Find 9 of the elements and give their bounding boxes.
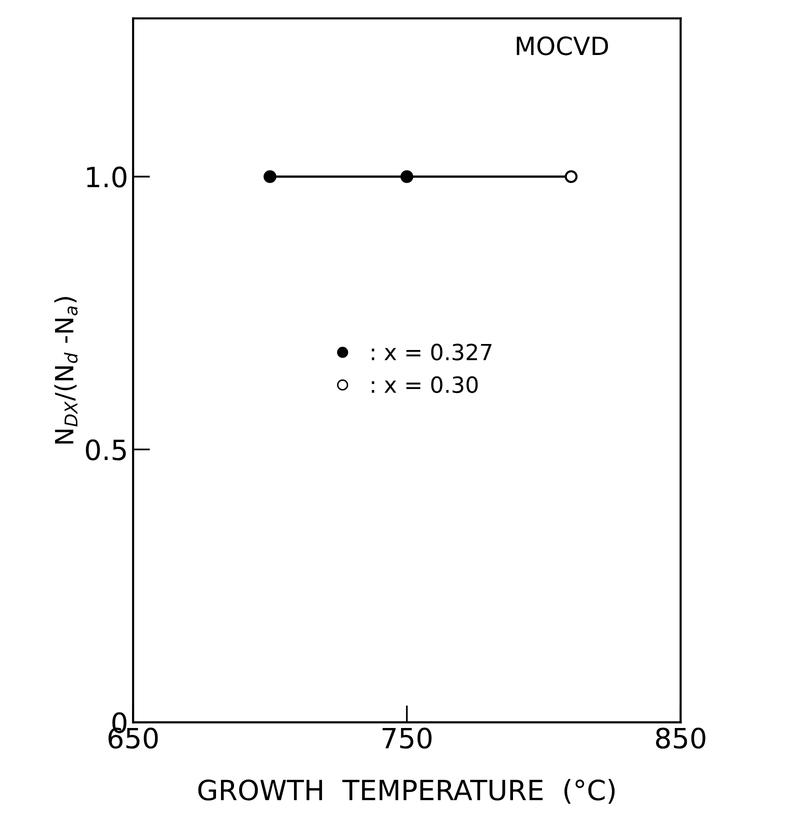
y-tick-label: 0.5 bbox=[86, 439, 126, 460]
x-axis-title: GROWTH TEMPERATURE (°C) bbox=[198, 779, 615, 804]
legend-label: : x = 0.30 bbox=[372, 376, 478, 394]
x-tick-label: 850 bbox=[656, 728, 706, 749]
annotation: MOCVD bbox=[516, 36, 608, 56]
y-tick-label: 1.0 bbox=[87, 166, 126, 188]
legend-label: : x = 0.327 bbox=[372, 344, 492, 360]
y-axis-title: N$_{DX}$/(N$_{d}$ -N$_{a}$) bbox=[54, 297, 78, 444]
x-tick-label: 750 bbox=[382, 728, 432, 749]
